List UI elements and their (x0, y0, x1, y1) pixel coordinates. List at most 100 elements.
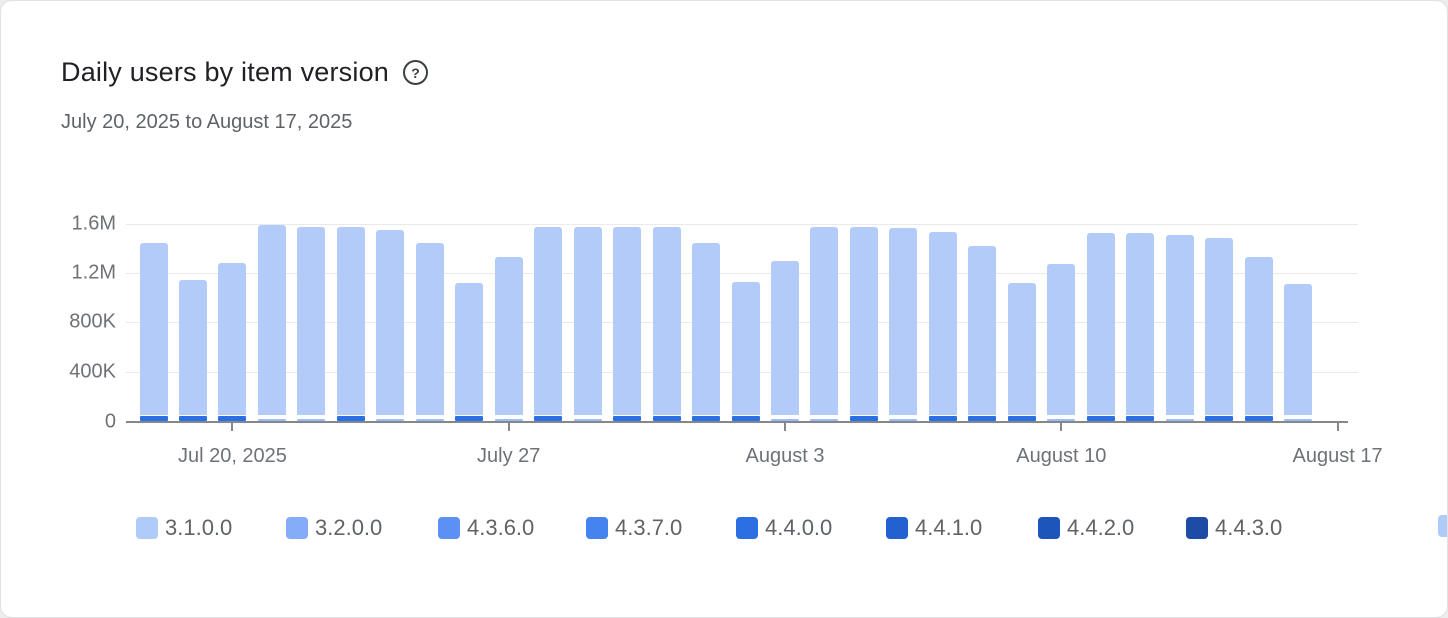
chart-bar[interactable] (1047, 264, 1076, 421)
y-tick-label: 1.2M (71, 261, 116, 284)
bar-segment-main (1284, 283, 1313, 415)
help-icon[interactable]: ? (403, 60, 429, 85)
legend-item: 4.4.2.0 (1038, 515, 1134, 541)
chart-bar[interactable] (889, 228, 918, 421)
bar-segment-main (534, 227, 563, 415)
bar-segment-main (731, 281, 760, 415)
chart-bar[interactable] (1244, 256, 1273, 421)
x-tick-label: Jul 20, 2025 (177, 445, 287, 467)
bar-segment-main (1126, 233, 1155, 415)
chart-bar[interactable] (613, 227, 642, 421)
bar-segment-gap (889, 415, 917, 419)
bar-segment-base (218, 416, 247, 421)
legend-swatch (586, 517, 608, 539)
bar-segment-gap (258, 415, 286, 419)
bar-segment-base (810, 418, 839, 421)
chart-bar[interactable] (692, 243, 721, 421)
chart-bar[interactable] (968, 245, 997, 421)
bar-segment-base (257, 418, 286, 421)
bar-segment-gap (810, 415, 838, 419)
chart-bar[interactable] (534, 227, 563, 421)
bar-segment-gap (376, 415, 404, 419)
chart-bar[interactable] (336, 227, 365, 421)
chart-bar[interactable] (810, 227, 839, 421)
bar-segment-gap (1166, 415, 1194, 419)
chart-bar[interactable] (1284, 283, 1313, 421)
y-tick-label: 0 (104, 410, 116, 433)
bar-segment-base (849, 416, 878, 421)
bar-segment-base (1205, 416, 1234, 421)
bar-segment-gap (297, 415, 325, 419)
legend-swatch (1438, 515, 1447, 537)
bar-segment-main (928, 232, 957, 415)
bar-segment-main (771, 260, 800, 415)
bar-segment-gap (416, 415, 444, 419)
chart-bar[interactable] (1165, 234, 1194, 421)
bar-segment-base (573, 418, 602, 421)
x-tick-label: August 10 (1016, 445, 1107, 467)
chart-bar[interactable] (1086, 233, 1115, 421)
legend-swatch (1186, 517, 1208, 539)
chart-bar[interactable] (1126, 233, 1155, 421)
x-axis-tick (1060, 423, 1063, 431)
bar-segment-main (415, 243, 444, 415)
x-axis-tick (507, 423, 510, 431)
bar-segment-gap (771, 415, 799, 419)
legend-item: 4.3.7.0 (586, 515, 682, 541)
bar-segment-base (297, 418, 326, 421)
x-axis-tick (1336, 423, 1339, 431)
chart-bar[interactable] (652, 227, 681, 421)
bar-segment-base (731, 416, 760, 421)
chart-bar[interactable] (849, 227, 878, 421)
bar-segment-main (1205, 238, 1234, 415)
chart-header: Daily users by item version ? (61, 57, 429, 88)
bar-segment-main (613, 227, 642, 415)
bar-segment-base (494, 418, 523, 421)
chart-bar[interactable] (573, 227, 602, 421)
bar-segment-base (415, 418, 444, 421)
chart-bar[interactable] (494, 256, 523, 421)
bar-segment-base (178, 416, 207, 421)
bar-segment-gap (574, 415, 602, 419)
bar-segment-base (1047, 418, 1076, 421)
chart-bar[interactable] (415, 243, 444, 421)
bar-segment-main (849, 227, 878, 415)
bar-segment-base (455, 416, 484, 421)
bar-segment-main (652, 227, 681, 415)
chart-bar[interactable] (1205, 238, 1234, 421)
bar-segment-base (336, 416, 365, 421)
chart-bar[interactable] (771, 260, 800, 421)
legend-swatch (1038, 517, 1060, 539)
legend-item: 4.3.6.0 (438, 515, 534, 541)
chart-bar[interactable] (731, 281, 760, 421)
bar-segment-base (1165, 418, 1194, 421)
chart-bar[interactable] (455, 282, 484, 421)
bar-segment-base (771, 418, 800, 421)
legend-swatch (736, 517, 758, 539)
legend-label: 4.3.7.0 (615, 515, 683, 540)
legend-item: 3.1.0.0 (136, 515, 232, 541)
bar-segment-main (692, 243, 721, 415)
legend-label: 4.4.0.0 (765, 515, 833, 540)
chart-bar[interactable] (1007, 282, 1036, 421)
bar-segment-main (968, 245, 997, 415)
gridline (126, 223, 1358, 225)
x-tick-label: July 27 (477, 445, 541, 467)
bar-segment-base (1126, 416, 1155, 421)
chart-bar[interactable] (297, 227, 326, 421)
legend-item: 4.4.3.0 (1186, 515, 1282, 541)
bar-segment-main (889, 228, 918, 415)
legend-swatch (438, 517, 460, 539)
x-axis-tick (231, 423, 234, 431)
chart-bar[interactable] (928, 232, 957, 421)
bar-segment-main (218, 263, 247, 415)
chart-bar[interactable] (257, 224, 286, 421)
chart-bar[interactable] (178, 280, 207, 421)
chart-bar[interactable] (218, 263, 247, 421)
bar-segment-gap (1284, 415, 1312, 419)
bar-segment-main (573, 227, 602, 415)
chart-bar[interactable] (139, 243, 168, 421)
bar-segment-main (1244, 256, 1273, 415)
chart-bar[interactable] (376, 229, 405, 421)
